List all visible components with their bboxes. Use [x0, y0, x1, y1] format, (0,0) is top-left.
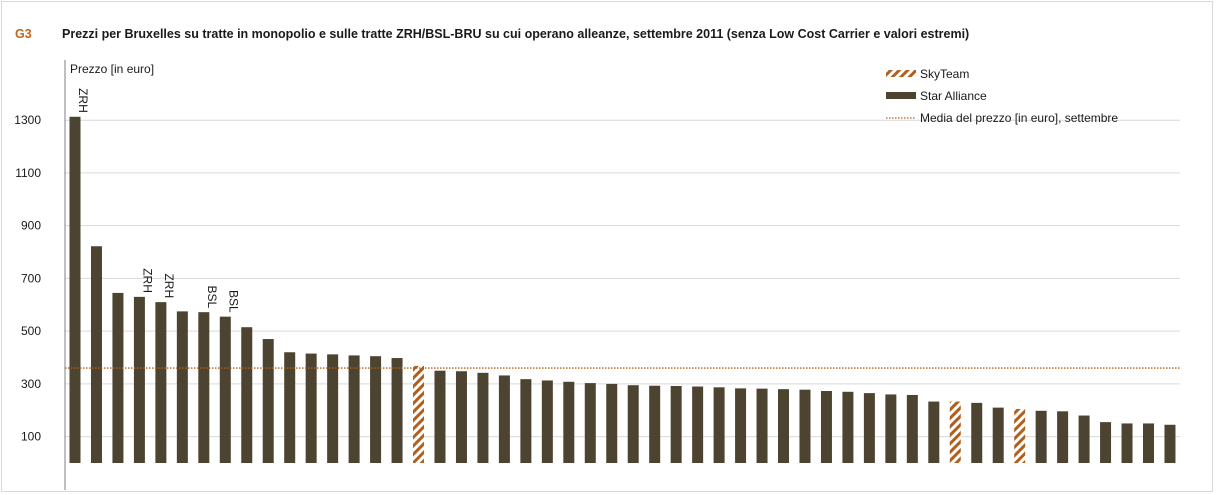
bar-star-alliance — [928, 401, 940, 463]
bar-star-alliance — [541, 380, 553, 463]
bar-star-alliance — [155, 302, 167, 463]
bar-star-alliance — [327, 354, 339, 463]
y-tick-label: 900 — [21, 219, 41, 233]
bar-star-alliance — [284, 352, 296, 463]
bar-star-alliance — [1057, 411, 1069, 463]
bar-star-alliance — [799, 389, 811, 463]
legend-skyteam-label: SkyTeam — [920, 67, 969, 81]
y-tick-label: 100 — [21, 430, 41, 444]
bar-label: BSL — [226, 290, 240, 313]
y-axis-label: Prezzo [in euro] — [70, 62, 154, 76]
bar-star-alliance — [90, 246, 102, 463]
bar-star-alliance — [778, 389, 790, 463]
bar-star-alliance — [241, 327, 253, 463]
bar-star-alliance — [692, 386, 704, 463]
bar-star-alliance — [370, 356, 382, 463]
bars — [69, 116, 1176, 463]
bar-star-alliance — [305, 353, 317, 463]
bar-star-alliance — [1121, 423, 1133, 463]
bar-star-alliance — [606, 383, 618, 463]
bar-star-alliance — [670, 385, 682, 463]
legend-skyteam-swatch — [886, 70, 916, 77]
bar-star-alliance — [1078, 415, 1090, 463]
y-tick-label: 300 — [21, 377, 41, 391]
bar-star-alliance — [262, 339, 274, 463]
bar-star-alliance — [906, 394, 918, 463]
bar-skyteam — [949, 401, 961, 463]
bar-star-alliance — [756, 388, 768, 463]
bar-star-alliance — [112, 292, 124, 463]
y-tick-label: 700 — [21, 271, 41, 285]
bar-labels: ZRH ZRH ZRH BSL BSL — [76, 88, 240, 313]
y-tick-label: 1100 — [15, 166, 41, 180]
legend: SkyTeam Star Alliance Media del prezzo [… — [886, 67, 1118, 125]
bar-star-alliance — [434, 370, 446, 463]
bar-label: ZRH — [76, 88, 90, 113]
bar-star-alliance — [649, 385, 661, 463]
bar-star-alliance — [69, 116, 81, 463]
gridlines — [65, 119, 1180, 438]
bar-star-alliance — [498, 375, 510, 463]
chart-title: Prezzi per Bruxelles su tratte in monopo… — [62, 27, 970, 41]
bar-star-alliance — [1100, 422, 1112, 463]
bar-label: BSL — [205, 285, 219, 308]
bar-star-alliance — [713, 387, 725, 463]
bar-star-alliance — [971, 402, 983, 463]
bar-star-alliance — [627, 385, 639, 463]
legend-star-alliance-swatch — [886, 92, 916, 99]
bar-star-alliance — [455, 371, 467, 463]
bar-star-alliance — [1143, 423, 1154, 463]
legend-average-label: Media del prezzo [in euro], settembre — [920, 111, 1118, 125]
bar-label: ZRH — [140, 268, 154, 293]
bar-star-alliance — [735, 388, 747, 463]
bar-star-alliance — [885, 394, 897, 463]
y-tick-label: 500 — [21, 324, 41, 338]
bar-skyteam — [413, 365, 425, 463]
bar-star-alliance — [992, 407, 1004, 463]
bar-star-alliance — [863, 393, 875, 463]
bar-star-alliance — [563, 381, 575, 463]
bar-star-alliance — [133, 296, 145, 463]
bar-label: ZRH — [162, 273, 176, 298]
y-tick-label: 1300 — [14, 113, 41, 127]
bar-star-alliance — [477, 372, 489, 463]
bar-star-alliance — [520, 379, 532, 463]
legend-star-alliance-label: Star Alliance — [920, 89, 987, 103]
bar-star-alliance — [219, 316, 231, 463]
bar-skyteam — [1014, 408, 1026, 463]
bar-star-alliance — [348, 355, 360, 463]
bar-star-alliance — [176, 311, 188, 463]
figure-label: G3 — [15, 27, 32, 41]
bar-star-alliance — [1164, 424, 1176, 463]
bar-star-alliance — [391, 358, 403, 463]
bar-star-alliance — [820, 391, 832, 463]
bar-star-alliance — [198, 312, 210, 463]
bar-star-alliance — [1035, 410, 1047, 463]
y-axis: 100 300 500 700 900 1100 1300 — [14, 60, 66, 490]
bar-star-alliance — [842, 391, 854, 463]
bar-star-alliance — [584, 383, 596, 463]
